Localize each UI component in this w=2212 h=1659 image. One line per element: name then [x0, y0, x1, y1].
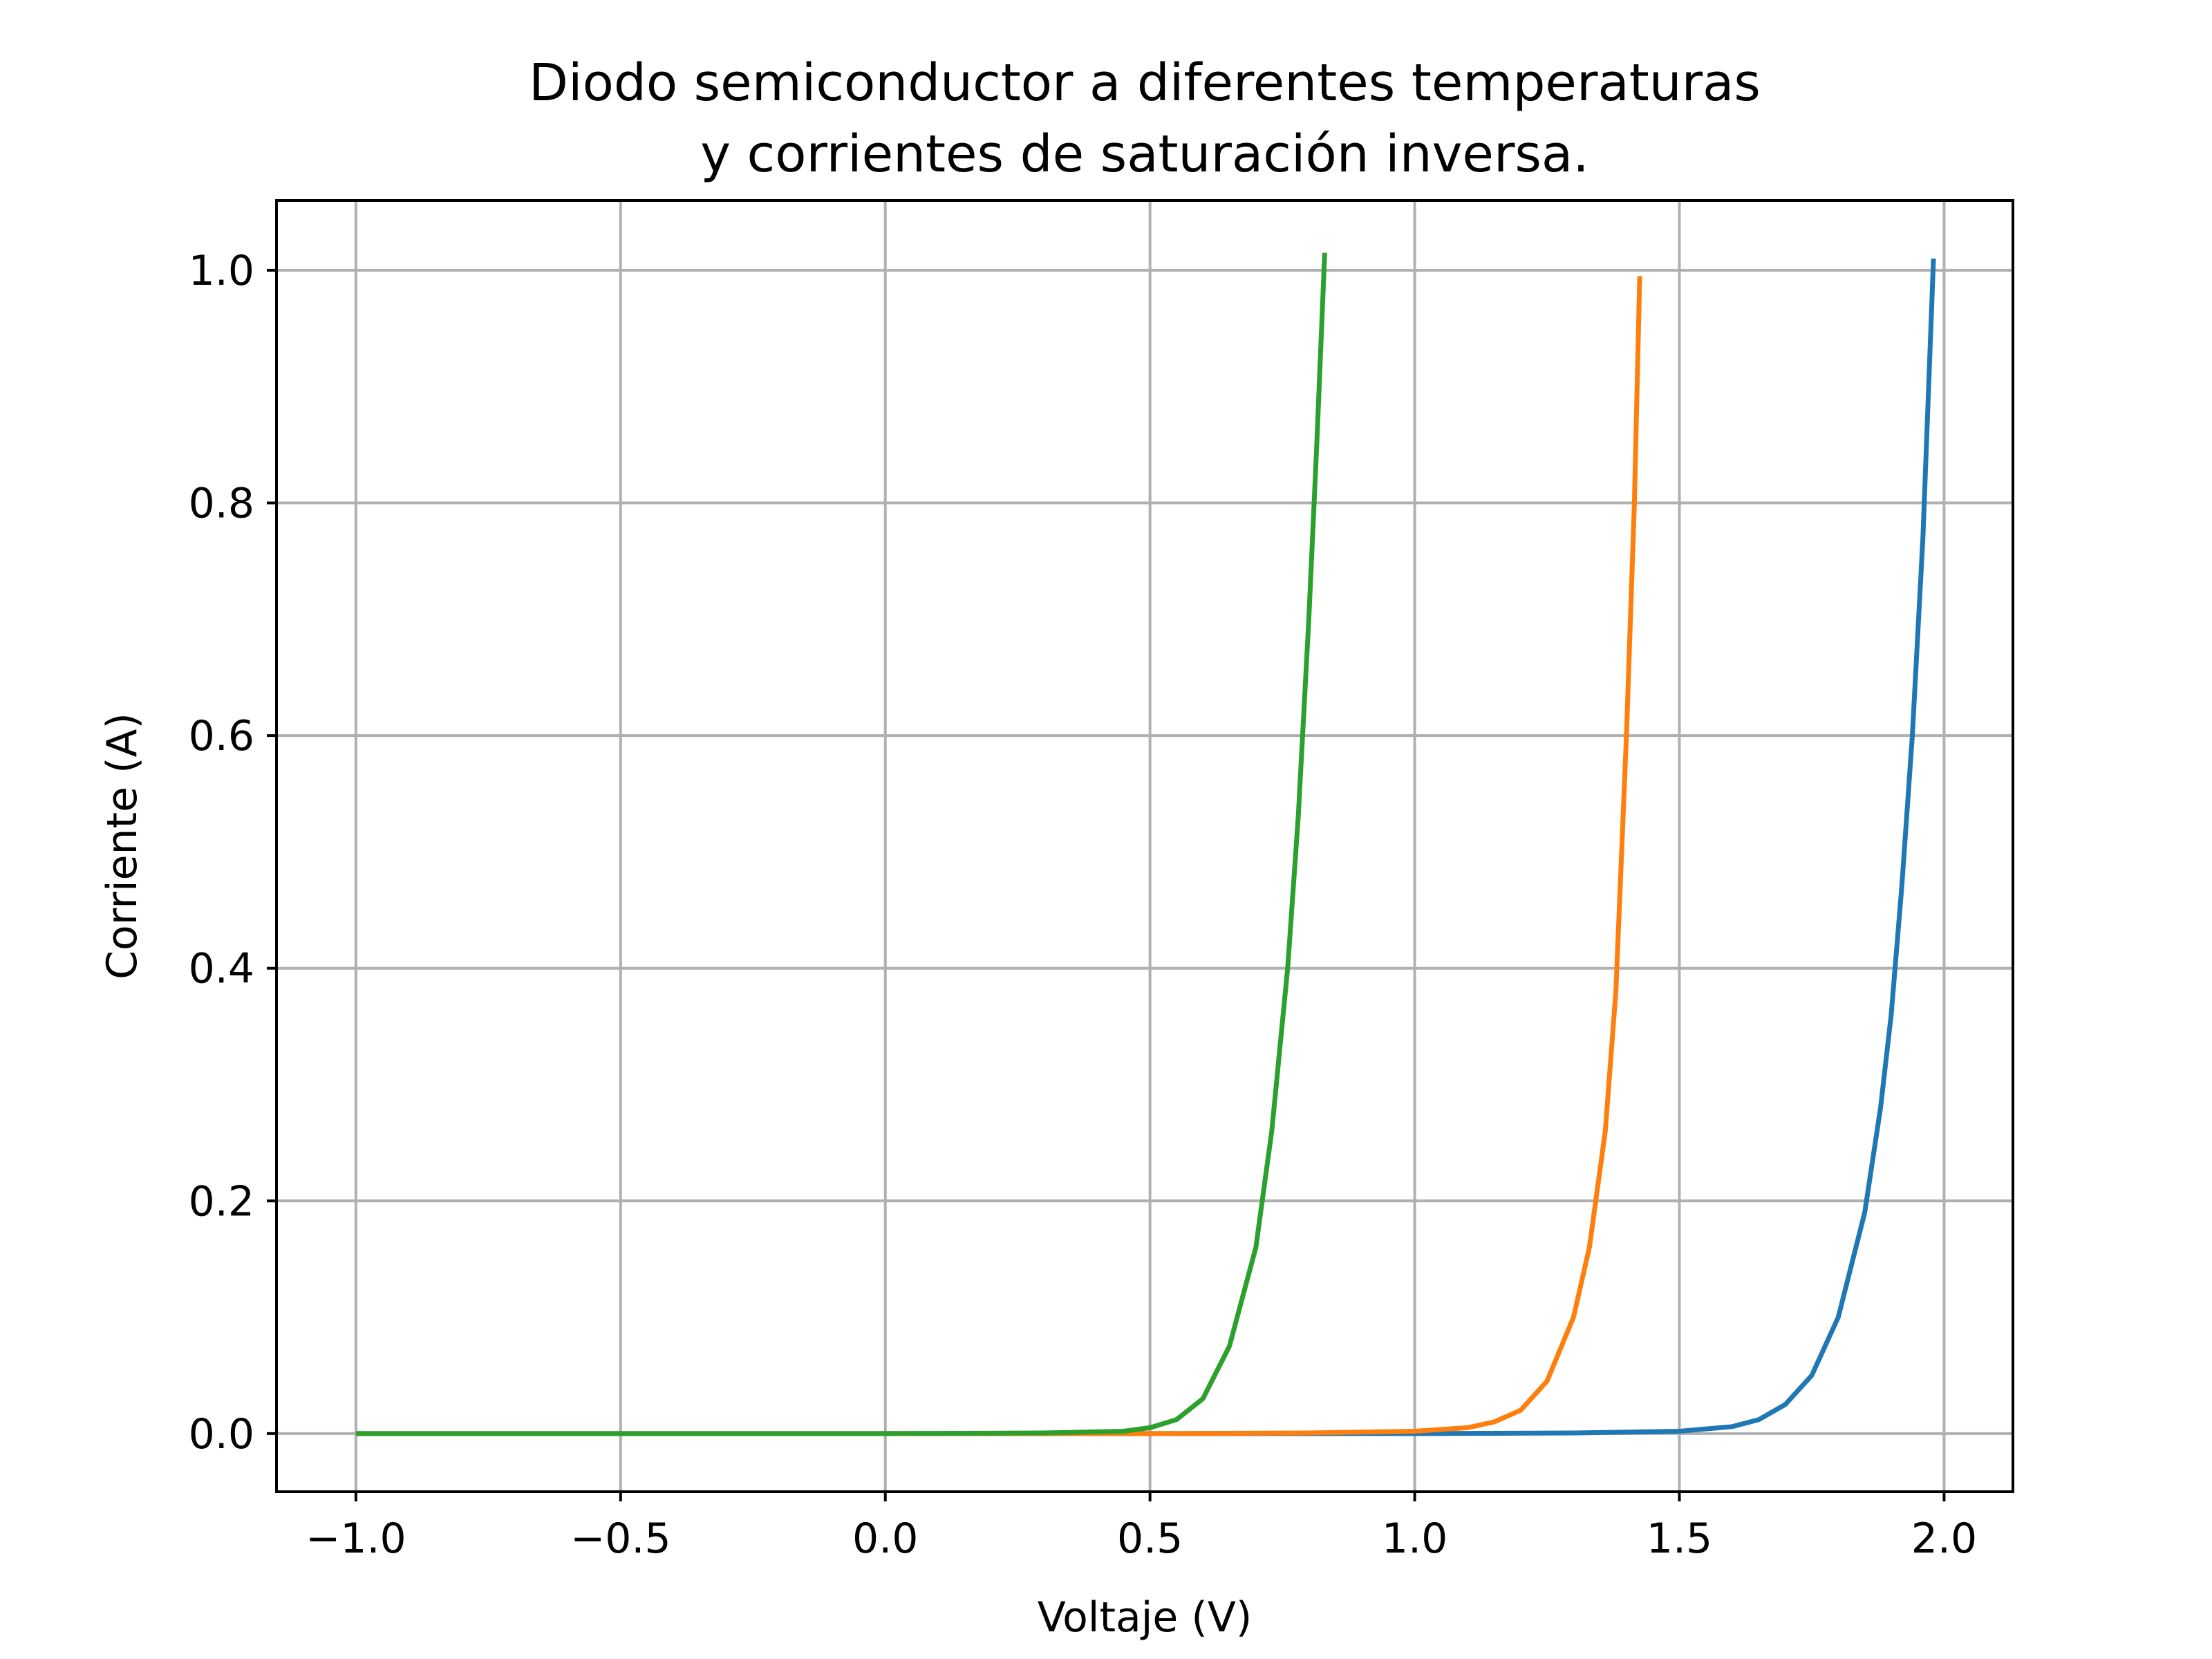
- x-tick-label: 0.0: [852, 1515, 918, 1563]
- series-line-3: [355, 252, 1327, 1436]
- x-tick-label: −1.0: [306, 1515, 406, 1563]
- plot-frame: [275, 199, 2014, 1493]
- axis-ticks: −1.0 −0.5 0.0 0.5 1.0 1.5 2.0 0.0 0.2 0.4 0.6 0.8 1.…: [189, 247, 1978, 1563]
- y-axis-label: Corriente (A): [98, 713, 147, 980]
- series-line-2: [355, 276, 1642, 1436]
- x-tick-label: 1.0: [1382, 1515, 1447, 1563]
- series-line-1: [355, 258, 1936, 1436]
- y-tick-label: 0.2: [189, 1177, 254, 1226]
- x-tick-label: 0.5: [1117, 1515, 1183, 1563]
- chart-title-line-1: Diodo semiconductor a diferentes tempera…: [529, 53, 1761, 113]
- grid-lines: [276, 200, 2013, 1492]
- x-tick-label: 2.0: [1911, 1515, 1977, 1563]
- y-tick-label: 0.8: [189, 480, 254, 528]
- y-tick-label: 0.4: [189, 945, 254, 993]
- x-tick-label: −0.5: [570, 1515, 671, 1563]
- y-tick-label: 0.6: [189, 712, 254, 760]
- y-tick-label: 1.0: [189, 247, 254, 295]
- x-tick-label: 1.5: [1647, 1515, 1712, 1563]
- series-lines: [355, 252, 1936, 1436]
- chart-title-line-2: y corrientes de saturación inversa.: [700, 124, 1589, 184]
- x-axis-label: Voltaje (V): [1038, 1593, 1253, 1642]
- y-tick-label: 0.0: [189, 1410, 254, 1459]
